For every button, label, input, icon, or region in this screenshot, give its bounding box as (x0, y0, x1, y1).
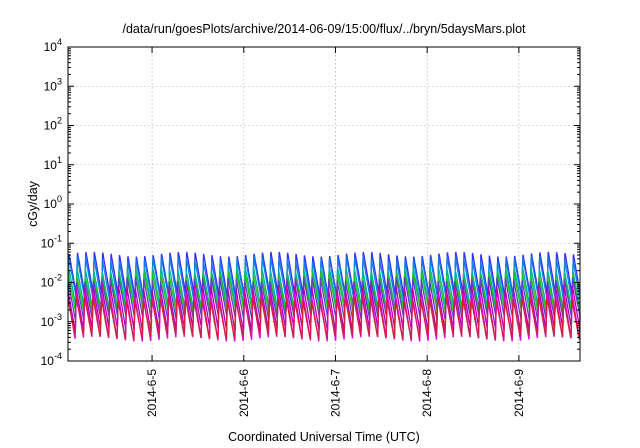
plot-frame (67, 46, 581, 362)
series-line (67, 277, 581, 321)
series-line (67, 272, 581, 314)
y-tick-label: 102 (44, 116, 62, 133)
x-tick-label: 2014-6-9 (512, 369, 526, 417)
x-tick-label: 2014-6-8 (420, 369, 434, 417)
x-axis: 2014-6-5 2014-6-6 2014-6-7 2014-6-8 2014-6-9 (145, 47, 526, 417)
y-tick-label: 104 (44, 37, 62, 54)
y-tick-label: 100 (44, 194, 62, 211)
series-line (67, 285, 581, 333)
y-tick-label: 10-1 (41, 233, 62, 250)
y-tick-label: 10-2 (41, 273, 62, 290)
y-tick-label: 103 (44, 76, 62, 93)
series-line (67, 255, 581, 304)
x-tick-label: 2014-6-7 (328, 369, 342, 417)
x-tick-label: 2014-6-6 (237, 369, 251, 417)
y-tick-label: 101 (44, 155, 62, 172)
series-line (67, 251, 581, 299)
y-tick-label: 10-3 (41, 312, 62, 329)
x-tick-label: 2014-6-5 (145, 369, 159, 417)
y-tick-label: 10-4 (41, 351, 62, 368)
chart-title: /data/run/goesPlots/archive/2014-06-09/1… (122, 22, 526, 36)
x-axis-label: Coordinated Universal Time (UTC) (228, 430, 420, 444)
y-axis-label: cGy/day (26, 180, 40, 227)
series-group (67, 251, 581, 342)
series-line (67, 296, 581, 340)
